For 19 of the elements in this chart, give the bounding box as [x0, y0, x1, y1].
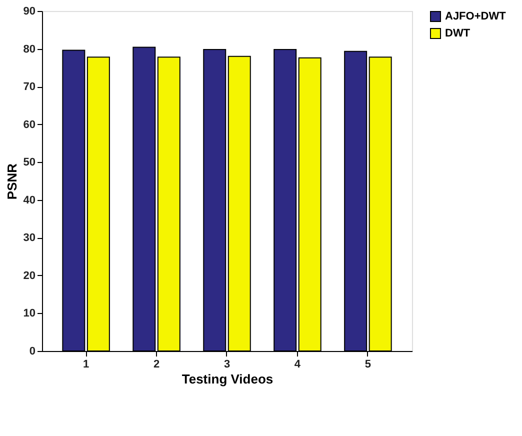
x-tick-label: 5: [364, 358, 372, 370]
x-tick-label: 2: [153, 358, 160, 370]
legend-label: AJFO+DWT: [445, 10, 506, 22]
x-axis-title: Testing Videos: [182, 372, 274, 386]
x-tick-label: 3: [224, 358, 230, 370]
x-tick-label: 4: [294, 358, 302, 370]
y-tick-label: 80: [23, 43, 36, 56]
y-tick-label: 0: [29, 346, 36, 358]
y-axis-title: PSNR: [4, 162, 20, 200]
y-tick-label: 40: [23, 194, 36, 206]
y-tick-label: 70: [23, 81, 36, 94]
legend-label: DWT: [445, 28, 470, 40]
y-tick-label: 30: [23, 232, 36, 244]
y-tick-label: 20: [23, 270, 36, 282]
y-tick-label: 50: [23, 156, 36, 169]
y-tick-label: 60: [23, 118, 36, 131]
x-tick-label: 1: [82, 358, 90, 370]
y-tick-label: 10: [23, 308, 36, 320]
y-tick-label: 90: [23, 6, 36, 18]
